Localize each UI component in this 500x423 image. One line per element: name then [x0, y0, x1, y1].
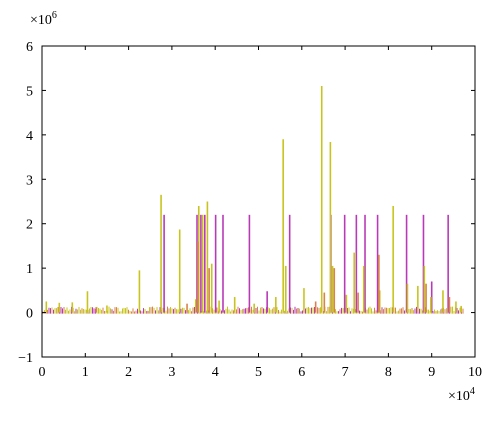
x-tick-label: 1 [82, 365, 89, 380]
x-tick-label: 9 [428, 365, 435, 380]
x-tick-label: 6 [298, 365, 305, 380]
x-tick-label: 0 [39, 365, 46, 380]
y-tick-label: −1 [18, 351, 33, 366]
y-tick-label: 4 [26, 129, 33, 144]
x-tick-label: 2 [125, 365, 132, 380]
y-tick-label: 5 [26, 84, 33, 99]
axis-ticks [41, 45, 476, 358]
data-spikes [45, 85, 462, 313]
y-tick-label: 1 [26, 262, 33, 277]
x-axis-multiplier: ×104 [448, 386, 475, 404]
x-tick-label: 8 [385, 365, 392, 380]
x-tick-label: 10 [468, 365, 482, 380]
x-tick-label: 3 [168, 365, 175, 380]
x-tick-label: 4 [212, 365, 219, 380]
y-axis-multiplier: ×106 [30, 10, 57, 28]
plot-background [42, 46, 475, 357]
y-tick-label: 0 [26, 307, 33, 322]
y-tick-label: 3 [26, 173, 33, 188]
y-tick-labels: −1 0 1 2 3 4 5 6 [18, 40, 33, 366]
x-tick-label: 5 [255, 365, 262, 380]
x-tick-label: 7 [342, 365, 349, 380]
x-tick-labels: 0 1 2 3 4 5 6 7 8 9 10 [39, 365, 483, 380]
y-tick-label: 6 [26, 40, 33, 55]
y-tick-label: 2 [26, 218, 33, 233]
